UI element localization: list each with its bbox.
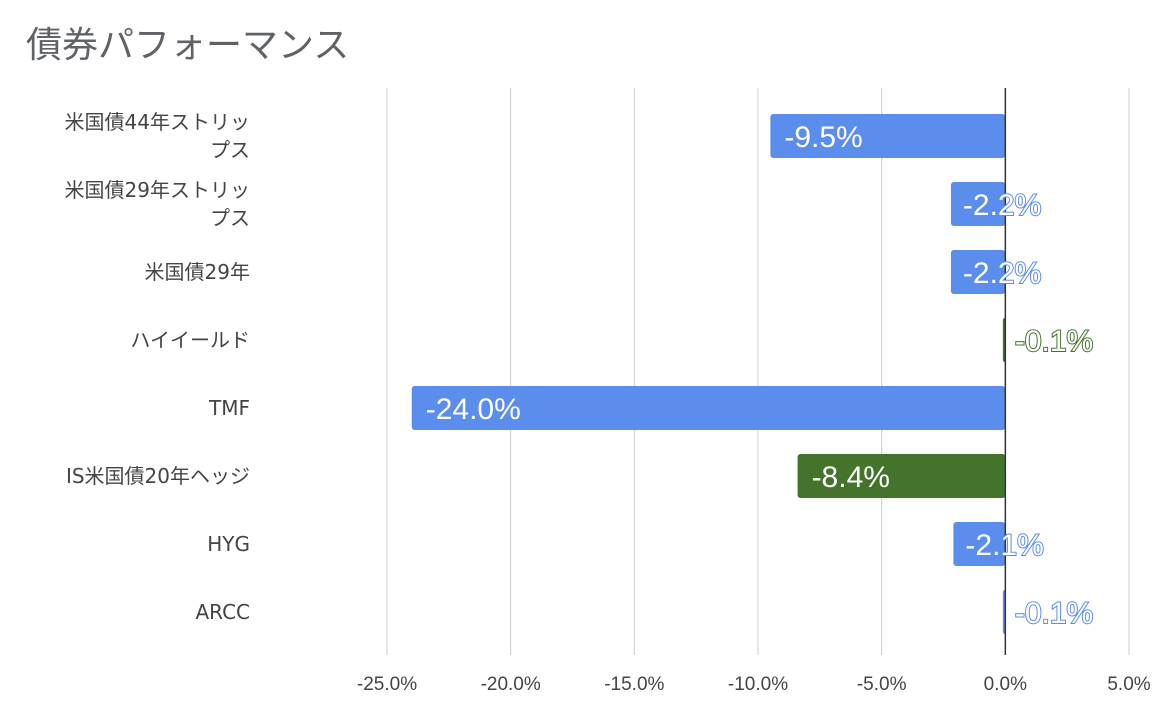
x-tick-label: -5.0% xyxy=(857,674,907,695)
bar xyxy=(953,522,1006,566)
category-label: HYG xyxy=(207,532,250,556)
category-label: 米国債44年ストリップス xyxy=(65,110,250,162)
bar-value-label: -2.1% xyxy=(965,529,1043,562)
grid-lines xyxy=(386,88,1130,655)
x-tick-label: -10.0% xyxy=(728,674,788,695)
bar-value-label: -2.2% xyxy=(963,257,1041,290)
bar xyxy=(411,386,1006,430)
category-label: ARCC xyxy=(195,600,250,624)
x-tick-label: 0.0% xyxy=(984,674,1027,695)
bar xyxy=(950,250,1006,294)
category-label: IS米国債20年ヘッジ xyxy=(66,464,250,488)
chart-title: 債券パフォーマンス xyxy=(26,25,350,66)
bar-value-label: -0.1% xyxy=(1015,597,1093,630)
x-tick-label: -15.0% xyxy=(604,674,664,695)
bar-value-label: -0.1% xyxy=(1015,325,1093,358)
bar-value-labels: -9.5% -2.2% -2.2% -0.1% -24.0% -8.4% -2.1% -0.1… xyxy=(426,121,1095,631)
category-label: ハイイールド xyxy=(130,328,250,352)
bar-value-label: -2.2% xyxy=(963,189,1041,222)
x-tick-labels: -25.0% -20.0% -15.0% -10.0% -5.0% 0.0% 5.0% xyxy=(357,674,1151,695)
category-label: 米国債29年 xyxy=(145,260,250,284)
category-label: 米国債29年ストリップス xyxy=(65,178,250,230)
bar-value-label: -8.4% xyxy=(812,461,890,494)
x-tick-label: -20.0% xyxy=(481,674,541,695)
x-tick-label: -25.0% xyxy=(357,674,417,695)
x-tick-label: 5.0% xyxy=(1107,674,1150,695)
bars xyxy=(411,114,1006,634)
bar xyxy=(797,454,1006,498)
bar xyxy=(950,182,1006,226)
bar-value-label: -24.0% xyxy=(426,393,521,426)
category-label: TMF xyxy=(208,396,250,420)
bar-value-label: -9.5% xyxy=(784,121,862,154)
bar xyxy=(770,114,1006,158)
